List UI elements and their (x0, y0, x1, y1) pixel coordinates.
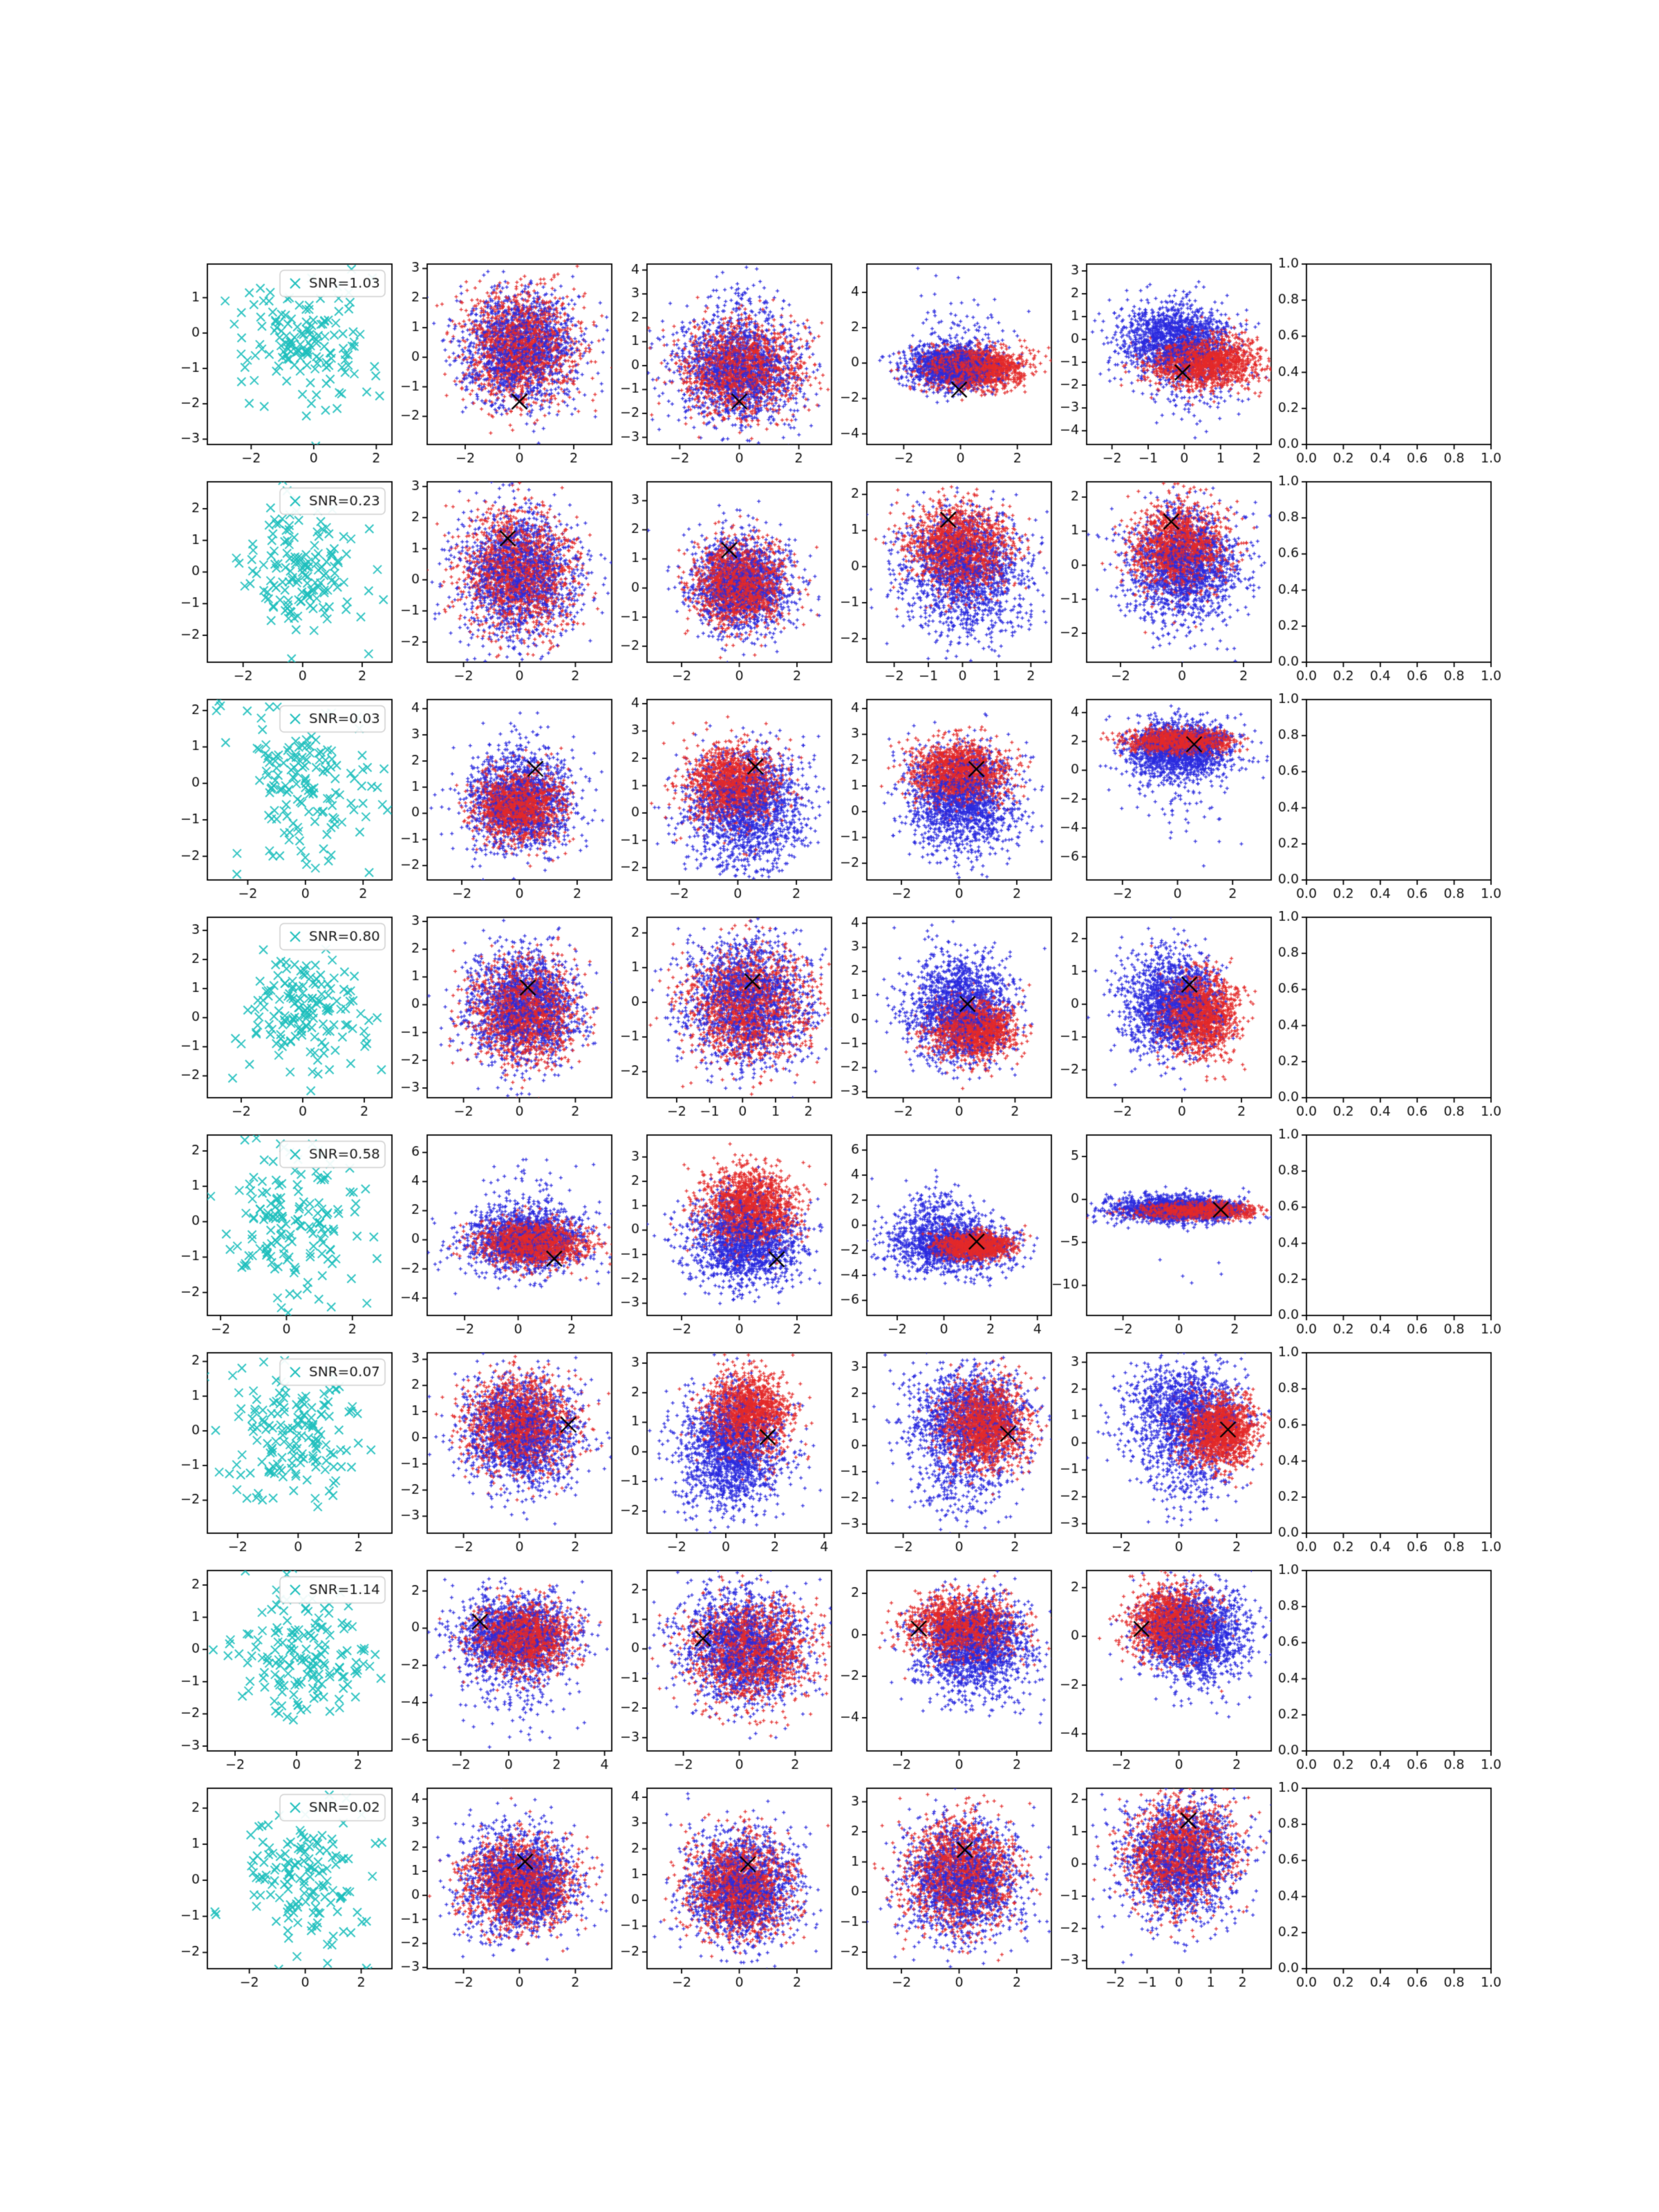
scatter-canvas-r3c4 (813, 688, 1072, 916)
scatter-canvas-r3c5 (1033, 688, 1292, 916)
scatter-canvas-r4c1 (153, 906, 413, 1134)
scatter-canvas-r7c4 (813, 1559, 1072, 1787)
scatter-canvas-r1c4 (813, 253, 1072, 480)
subplot-r1c4 (813, 253, 1072, 480)
scatter-canvas-r5c3 (593, 1124, 852, 1351)
scatter-canvas-r8c2 (373, 1777, 632, 2005)
scatter-canvas-r6c6 (1253, 1342, 1512, 1569)
scatter-canvas-r2c1 (153, 471, 413, 698)
scatter-canvas-r3c6 (1253, 688, 1512, 916)
scatter-canvas-r6c3 (593, 1342, 852, 1569)
subplot-r4c2 (373, 906, 632, 1134)
scatter-canvas-r7c3 (593, 1559, 852, 1787)
scatter-canvas-r4c3 (593, 906, 852, 1134)
scatter-canvas-r7c1 (153, 1559, 413, 1787)
subplot-r8c5 (1033, 1777, 1292, 2005)
subplot-r3c2 (373, 688, 632, 916)
subplot-r6c6 (1253, 1342, 1512, 1569)
subplot-r1c3 (593, 253, 852, 480)
subplot-r3c1 (153, 688, 413, 916)
subplot-r1c1 (153, 253, 413, 480)
subplot-r7c6 (1253, 1559, 1512, 1787)
scatter-canvas-r4c4 (813, 906, 1072, 1134)
subplot-r4c5 (1033, 906, 1292, 1134)
scatter-canvas-r2c5 (1033, 471, 1292, 698)
subplot-r2c5 (1033, 471, 1292, 698)
subplot-r8c6 (1253, 1777, 1512, 2005)
subplot-r7c5 (1033, 1559, 1292, 1787)
subplot-r6c4 (813, 1342, 1072, 1569)
scatter-canvas-r7c2 (373, 1559, 632, 1787)
subplot-r4c3 (593, 906, 852, 1134)
subplot-r1c5 (1033, 253, 1292, 480)
scatter-canvas-r3c1 (153, 688, 413, 916)
subplot-r8c1 (153, 1777, 413, 2005)
scatter-canvas-r7c5 (1033, 1559, 1292, 1787)
subplot-r8c4 (813, 1777, 1072, 2005)
subplot-r4c4 (813, 906, 1072, 1134)
scatter-canvas-r8c3 (593, 1777, 852, 2005)
scatter-canvas-r5c5 (1033, 1124, 1292, 1351)
subplot-r3c6 (1253, 688, 1512, 916)
subplot-r1c6 (1253, 253, 1512, 480)
subplot-r4c6 (1253, 906, 1512, 1134)
subplot-r6c1 (153, 1342, 413, 1569)
scatter-canvas-r8c1 (153, 1777, 413, 2005)
scatter-canvas-r2c2 (373, 471, 632, 698)
scatter-canvas-r6c5 (1033, 1342, 1292, 1569)
scatter-canvas-r6c2 (373, 1342, 632, 1569)
scatter-canvas-r5c1 (153, 1124, 413, 1351)
subplot-r3c5 (1033, 688, 1292, 916)
subplot-r7c4 (813, 1559, 1072, 1787)
scatter-canvas-r5c6 (1253, 1124, 1512, 1351)
scatter-canvas-r1c3 (593, 253, 852, 480)
scatter-canvas-r4c2 (373, 906, 632, 1134)
scatter-canvas-r6c4 (813, 1342, 1072, 1569)
subplot-r2c6 (1253, 471, 1512, 698)
subplot-r6c5 (1033, 1342, 1292, 1569)
subplot-r7c3 (593, 1559, 852, 1787)
subplot-r5c6 (1253, 1124, 1512, 1351)
subplot-r5c5 (1033, 1124, 1292, 1351)
scatter-canvas-r2c3 (593, 471, 852, 698)
subplot-r5c4 (813, 1124, 1072, 1351)
scatter-canvas-r5c2 (373, 1124, 632, 1351)
subplot-r5c1 (153, 1124, 413, 1351)
scatter-canvas-r6c1 (153, 1342, 413, 1569)
scatter-canvas-r1c6 (1253, 253, 1512, 480)
subplot-r5c3 (593, 1124, 852, 1351)
scatter-canvas-r5c4 (813, 1124, 1072, 1351)
subplot-r7c1 (153, 1559, 413, 1787)
subplot-r8c3 (593, 1777, 852, 2005)
subplot-r6c2 (373, 1342, 632, 1569)
subplot-r4c1 (153, 906, 413, 1134)
scatter-canvas-r8c6 (1253, 1777, 1512, 2005)
scatter-canvas-r8c4 (813, 1777, 1072, 2005)
scatter-canvas-r4c5 (1033, 906, 1292, 1134)
subplot-r8c2 (373, 1777, 632, 2005)
scatter-canvas-r3c2 (373, 688, 632, 916)
subplot-r2c4 (813, 471, 1072, 698)
scatter-canvas-r3c3 (593, 688, 852, 916)
scatter-canvas-r1c2 (373, 253, 632, 480)
scatter-canvas-r8c5 (1033, 1777, 1292, 2005)
subplot-r5c2 (373, 1124, 632, 1351)
subplot-r2c3 (593, 471, 852, 698)
subplot-r2c1 (153, 471, 413, 698)
scatter-canvas-r7c6 (1253, 1559, 1512, 1787)
scatter-canvas-r1c5 (1033, 253, 1292, 480)
scatter-canvas-r1c1 (153, 253, 413, 480)
subplot-r3c4 (813, 688, 1072, 916)
subplot-r1c2 (373, 253, 632, 480)
scatter-canvas-r2c6 (1253, 471, 1512, 698)
scatter-canvas-r4c6 (1253, 906, 1512, 1134)
subplot-r3c3 (593, 688, 852, 916)
subplot-r2c2 (373, 471, 632, 698)
subplot-r7c2 (373, 1559, 632, 1787)
scatter-canvas-r2c4 (813, 471, 1072, 698)
subplot-r6c3 (593, 1342, 852, 1569)
